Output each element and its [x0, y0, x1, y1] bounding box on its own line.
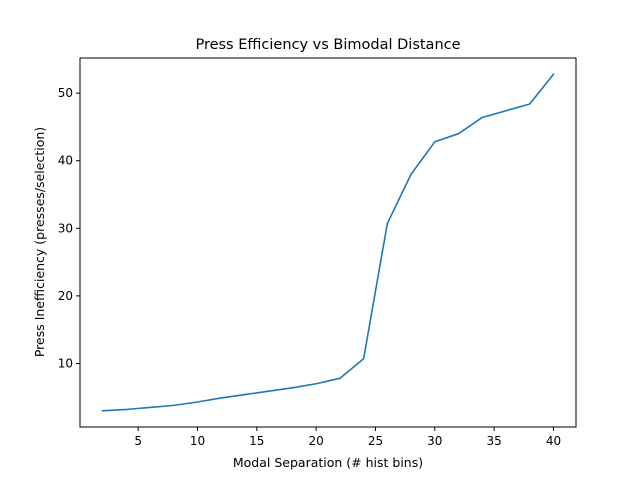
- plot-frame: [79, 57, 577, 428]
- axis-ticks: 5 10 15 20 25 30 35 40 10 20 30 40 50: [58, 86, 561, 448]
- chart-title: Press Efficiency vs Bimodal Distance: [195, 37, 460, 53]
- x-tick-label: 20: [308, 434, 323, 448]
- x-tick-label: 25: [368, 434, 383, 448]
- x-tick-label: 35: [486, 434, 501, 448]
- y-tick-label: 30: [58, 221, 73, 235]
- y-tick-label: 10: [58, 356, 73, 370]
- plot-area: [101, 73, 555, 412]
- series-line: [101, 73, 555, 412]
- x-tick-label: 5: [134, 434, 142, 448]
- y-tick-label: 20: [58, 289, 73, 303]
- y-tick-label: 50: [58, 86, 73, 100]
- y-tick-label: 40: [58, 154, 73, 168]
- x-tick-label: 40: [546, 434, 561, 448]
- x-axis-label: Modal Separation (# hist bins): [233, 455, 423, 470]
- x-tick-label: 30: [427, 434, 442, 448]
- x-tick-label: 15: [249, 434, 264, 448]
- y-axis-label: Press Inefficiency (presses/selection): [32, 127, 47, 357]
- x-tick-label: 10: [190, 434, 205, 448]
